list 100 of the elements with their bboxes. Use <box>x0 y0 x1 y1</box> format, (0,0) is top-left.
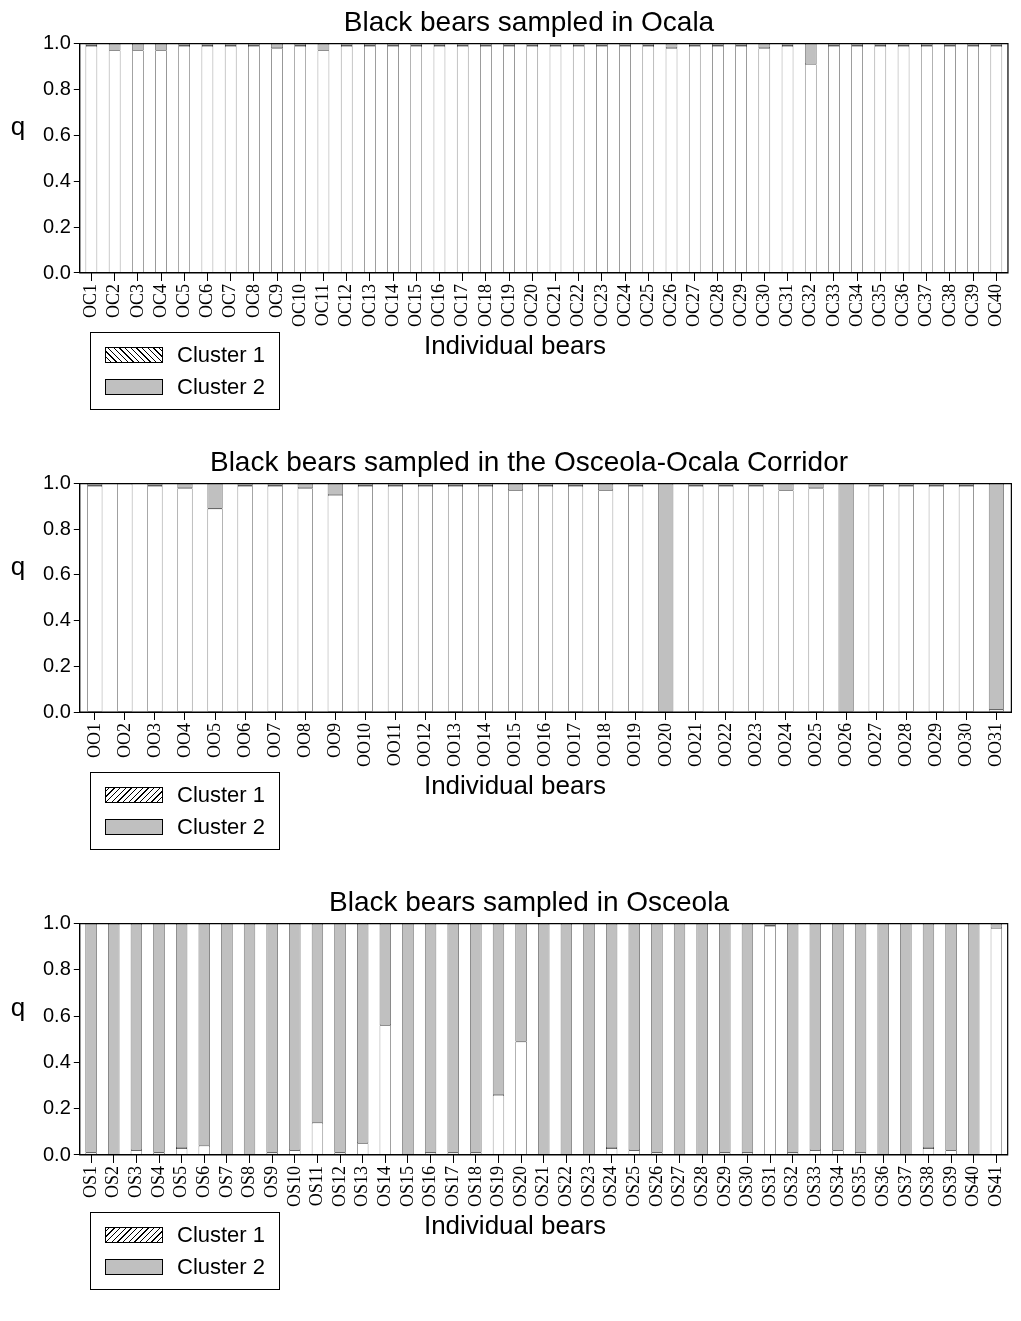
x-tick-label: OS12 <box>328 1165 349 1208</box>
x-tick-label: OO20 <box>654 723 675 767</box>
x-tick-label: OO30 <box>955 723 976 767</box>
legend-label: Cluster 2 <box>177 1253 266 1281</box>
x-tick-label: OS33 <box>804 1165 825 1208</box>
y-tick-label: 0.6 <box>42 562 71 585</box>
x-tick-label: OC33 <box>822 284 843 328</box>
y-tick-label: 0.8 <box>42 516 71 539</box>
y-tick-label: 0.8 <box>42 76 71 99</box>
x-tick-label: OC7 <box>219 284 240 319</box>
y-tick-label: 0.4 <box>42 608 71 631</box>
x-tick-label: OC30 <box>753 284 774 328</box>
y-tick-label: 0.0 <box>42 260 71 283</box>
x-tick-label: OS28 <box>690 1165 711 1208</box>
x-tick-label: OS36 <box>871 1165 892 1208</box>
x-tick-label: OO3 <box>143 723 164 758</box>
x-tick-label: OC36 <box>892 284 913 328</box>
x-tick-label: OC11 <box>312 284 333 327</box>
x-tick-label: OC25 <box>637 284 658 328</box>
x-axis-title: Individual bears <box>422 1210 608 1241</box>
x-tick-label: OC32 <box>799 284 820 328</box>
x-tick-label: OS13 <box>351 1165 372 1208</box>
x-tick-label: OO13 <box>444 723 465 767</box>
x-tick-label: OO10 <box>354 723 375 767</box>
y-tick-label: 0.2 <box>42 214 71 237</box>
y-tick-label: 0.6 <box>42 1003 71 1026</box>
x-tick-label: OC27 <box>683 284 704 328</box>
x-tick-label: OC14 <box>381 284 402 328</box>
legend-label: Cluster 1 <box>177 1221 266 1249</box>
x-tick-label: OS35 <box>849 1165 870 1208</box>
x-tick-label: OS9 <box>260 1165 281 1199</box>
x-tick-label: OO14 <box>474 723 495 767</box>
x-axis-title: Individual bears <box>422 770 608 801</box>
x-tick-label: OS27 <box>668 1165 689 1208</box>
x-tick-label: OC15 <box>405 284 425 328</box>
x-tick-label: OS18 <box>464 1165 485 1208</box>
x-tick-label: OO2 <box>113 723 134 758</box>
x-tick-label: OO15 <box>504 723 525 767</box>
x-tick-label: OS26 <box>645 1165 666 1208</box>
x-tick-label: OO9 <box>323 723 344 758</box>
x-tick-label: OC6 <box>196 284 217 319</box>
x-tick-label: OS10 <box>283 1165 304 1208</box>
x-tick-label: OC2 <box>103 284 124 319</box>
x-tick-label: OO24 <box>774 723 795 767</box>
x-tick-label: OO1 <box>83 723 104 758</box>
x-tick-label: OC28 <box>706 284 727 328</box>
x-tick-label: OC38 <box>938 284 959 328</box>
x-tick-label: OS20 <box>509 1165 530 1208</box>
x-tick-label: OS1 <box>79 1165 100 1199</box>
x-tick-label: OC29 <box>729 284 750 328</box>
x-tick-label: OO25 <box>804 723 825 767</box>
x-tick-label: OO8 <box>293 723 314 758</box>
x-tick-label: OO29 <box>924 723 945 767</box>
x-tick-label: OO27 <box>864 723 885 767</box>
y-tick-label: 0.2 <box>42 1096 71 1119</box>
x-tick-label: OO19 <box>624 723 645 767</box>
x-tick-label: OS4 <box>147 1165 168 1199</box>
y-tick-label: 1.0 <box>42 31 71 54</box>
x-tick-label: OC3 <box>126 284 147 319</box>
x-tick-label: OC16 <box>428 284 449 328</box>
x-tick-label: OS29 <box>713 1165 734 1208</box>
x-tick-label: OC18 <box>474 284 495 328</box>
chart-title: Black bears sampled in Osceola <box>329 885 730 917</box>
x-tick-label: OC4 <box>149 284 170 319</box>
x-tick-label: OS5 <box>170 1165 191 1199</box>
x-tick-label: OS23 <box>577 1165 598 1208</box>
x-tick-label: OS30 <box>736 1165 757 1208</box>
x-tick-label: OC17 <box>451 284 472 328</box>
chart-title: Black bears sampled in Ocala <box>343 5 715 37</box>
x-tick-label: OS32 <box>781 1165 802 1208</box>
x-tick-label: OS2 <box>102 1165 123 1199</box>
legend-label: Cluster 1 <box>177 781 266 809</box>
x-tick-label: OS34 <box>826 1165 847 1208</box>
x-tick-label: OC24 <box>613 284 634 328</box>
legend-label: Cluster 1 <box>177 341 266 369</box>
y-tick-label: 0.0 <box>42 1142 71 1165</box>
x-tick-label: OC12 <box>335 284 356 328</box>
x-tick-label: OS11 <box>306 1165 327 1207</box>
x-tick-label: OS16 <box>419 1165 440 1208</box>
x-tick-label: OS8 <box>238 1165 259 1199</box>
x-tick-label: OS21 <box>532 1165 553 1208</box>
y-tick-label: 0.8 <box>42 957 71 980</box>
y-tick-label: 0.0 <box>42 699 71 722</box>
x-tick-label: OC9 <box>265 284 286 319</box>
x-tick-label: OS31 <box>758 1165 779 1208</box>
y-axis-title: q <box>10 111 26 142</box>
y-tick-label: 0.2 <box>42 653 71 676</box>
x-tick-label: OO5 <box>203 723 224 758</box>
y-axis-title: q <box>10 992 26 1023</box>
x-tick-label: OC8 <box>242 284 263 319</box>
x-tick-label: OO11 <box>384 723 405 767</box>
x-tick-label: OS19 <box>487 1165 508 1208</box>
x-tick-label: OO31 <box>985 723 1006 767</box>
x-tick-label: OO28 <box>894 723 915 767</box>
x-tick-label: OO7 <box>263 723 284 758</box>
legend-label: Cluster 2 <box>177 813 266 841</box>
x-tick-label: OS17 <box>441 1165 462 1208</box>
x-tick-label: OC21 <box>544 284 565 328</box>
x-tick-label: OC34 <box>845 284 866 328</box>
x-tick-label: OS15 <box>396 1165 417 1208</box>
